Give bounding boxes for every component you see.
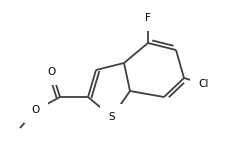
Text: F: F	[145, 13, 151, 23]
Text: O: O	[48, 67, 56, 77]
Text: S: S	[109, 112, 115, 122]
Text: Cl: Cl	[199, 79, 209, 89]
Text: O: O	[32, 105, 40, 115]
